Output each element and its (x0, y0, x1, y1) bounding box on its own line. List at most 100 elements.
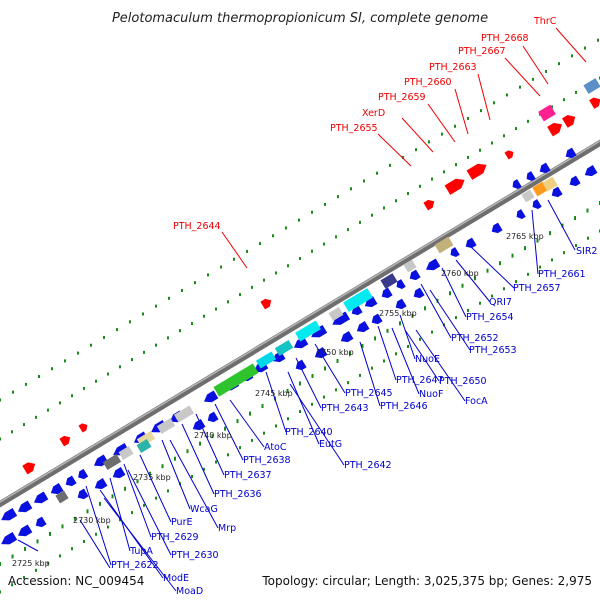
callout-line (427, 103, 456, 143)
gene-feature (18, 500, 33, 513)
gene-feature (491, 222, 503, 234)
callout-line (359, 341, 381, 407)
callout-line (181, 423, 215, 495)
scale-label: 2760 kbp (441, 269, 479, 278)
gene-feature (371, 313, 383, 325)
gene-label: AtoC (264, 442, 287, 453)
scale-label: 2740 kbp (194, 431, 232, 440)
callout-line (547, 199, 576, 251)
gene-feature (426, 258, 441, 271)
callout-line (401, 117, 434, 153)
callout-line (161, 439, 191, 510)
gene-label: PTH_2643 (321, 403, 369, 414)
gene-feature (204, 390, 219, 403)
scale-label: 2750 kbp (316, 348, 354, 357)
callout-line (415, 329, 466, 402)
gene-label: PTH_2622 (111, 560, 159, 571)
gene-feature (94, 478, 108, 490)
callout-line (404, 329, 440, 382)
callout-line (531, 209, 539, 275)
gene-feature (516, 209, 526, 220)
gene-feature (78, 468, 89, 480)
topology-text: Topology: circular; Length: 3,025,375 bp… (261, 574, 592, 588)
callout-line (214, 403, 244, 461)
gene-label: MoaD (176, 586, 203, 597)
gene-label: SIR2 (576, 246, 597, 257)
callout-line (221, 231, 248, 269)
callout-line (139, 454, 172, 523)
gene-label: PurE (171, 517, 193, 528)
gene-label: Mrp (218, 523, 236, 534)
callout-line (377, 133, 412, 167)
gene-label: PTH_2654 (466, 312, 514, 323)
gene-label: PTH_2659 (378, 92, 426, 103)
gene-feature (78, 423, 88, 433)
gene-feature (589, 97, 600, 109)
accession-text: Accession: NC_009454 (8, 574, 144, 588)
gene-label: ModE (163, 573, 189, 584)
callout-line (17, 539, 39, 552)
callout-line (287, 371, 320, 445)
gene-feature (381, 287, 393, 299)
gene-feature (35, 516, 47, 528)
gene-feature (332, 311, 351, 325)
scale-label: 2755 kbp (379, 309, 417, 318)
gene-label: PTH_2653 (469, 345, 517, 356)
callout-line (103, 497, 177, 592)
callout-line (399, 314, 416, 360)
gene-feature (59, 435, 71, 447)
gene-feature (118, 446, 134, 460)
gene-feature (274, 340, 294, 356)
gene-feature (173, 405, 195, 423)
callout-line (441, 267, 467, 318)
callout-line (391, 327, 420, 395)
gene-feature (136, 439, 152, 453)
callout-line (289, 383, 345, 466)
gene-feature (395, 298, 407, 310)
callout-line (79, 519, 111, 569)
gene-feature (112, 467, 126, 479)
gene-feature (450, 247, 460, 258)
gene-feature (213, 363, 259, 397)
gene-feature (434, 236, 454, 254)
gene-label: NuoF (419, 389, 443, 400)
gene-feature (311, 325, 328, 338)
scale-label: 2725 kbp (12, 559, 50, 568)
gene-label: WcaG (190, 504, 218, 515)
gene-feature (207, 411, 219, 423)
genome-backbone (0, 139, 600, 508)
callout-line (455, 259, 491, 303)
gene-label: PTH_2652 (451, 333, 499, 344)
gene-label: PTH_2645 (345, 388, 393, 399)
gene-label: PTH_2663 (429, 62, 477, 73)
gene-label: PTH_2667 (458, 46, 506, 57)
gene-feature (1, 508, 18, 521)
gene-label: QRI7 (489, 297, 512, 308)
gene-feature (466, 163, 487, 180)
callout-line (123, 463, 152, 538)
gene-label: PTH_2668 (481, 33, 529, 44)
callout-line (229, 399, 265, 448)
callout-line (477, 73, 491, 121)
gene-feature (260, 298, 272, 310)
gene-label: FocA (465, 396, 488, 407)
gene-feature (356, 321, 370, 333)
gene-feature (102, 454, 122, 470)
gene-features (1, 78, 600, 545)
gene-feature (413, 287, 425, 299)
genome-backbone-highlight (0, 140, 600, 503)
callout-line (127, 469, 172, 556)
gene-label: XerD (362, 108, 385, 119)
gene-label: PTH_2642 (344, 460, 392, 471)
gene-feature (465, 237, 477, 249)
callout-line (469, 245, 515, 289)
label-callouts (17, 27, 587, 592)
callout-line (429, 289, 471, 351)
gene-label: PTH_2644 (173, 221, 221, 232)
gene-label: PTH_2655 (330, 123, 378, 134)
gene-label: PTH_2657 (513, 283, 561, 294)
gene-feature (22, 462, 36, 475)
gene-feature (50, 483, 64, 495)
